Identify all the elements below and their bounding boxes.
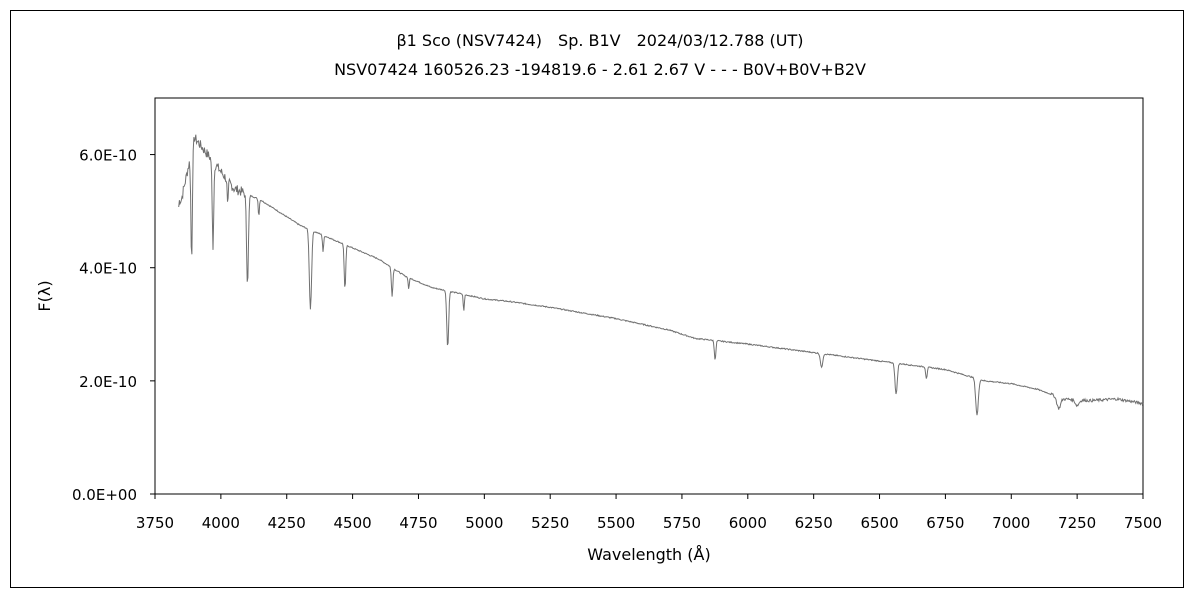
chart-title: β1 Sco (NSV7424) Sp. B1V 2024/03/12.788 … [396,31,804,50]
x-tick-label: 4500 [334,514,372,532]
y-tick-label: 4.0E-10 [79,260,137,278]
x-tick-label: 6750 [926,514,964,532]
x-tick-label: 5750 [663,514,701,532]
y-tick-label: 2.0E-10 [79,373,137,391]
x-tick-label: 4750 [399,514,437,532]
x-tick-label: 6250 [795,514,833,532]
chart-frame [10,10,1184,588]
x-tick-label: 4000 [202,514,240,532]
x-tick-label: 4250 [268,514,306,532]
y-tick-label: 0.0E+00 [72,486,137,504]
y-axis-label: F(λ) [35,280,54,311]
chart-subtitle: NSV07424 160526.23 -194819.6 - 2.61 2.67… [334,60,866,79]
x-tick-label: 5000 [465,514,503,532]
x-tick-label: 5250 [531,514,569,532]
x-tick-label: 6000 [729,514,767,532]
x-tick-label: 5500 [597,514,635,532]
x-axis-label: Wavelength (Å) [587,545,710,564]
y-tick-label: 6.0E-10 [79,147,137,165]
y-axis: 0.0E+00 2.0E-10 4.0E-10 6.0E-10 [72,147,155,504]
plot-area [154,97,1144,495]
x-axis: 3750 4000 4250 4500 4750 5000 5250 5500 5750 6000… [136,494,1162,532]
x-tick-label: 7000 [992,514,1030,532]
x-tick-label: 7250 [1058,514,1096,532]
spectrum-series [178,134,1144,416]
x-tick-label: 3750 [136,514,174,532]
x-tick-label: 7500 [1124,514,1162,532]
x-tick-label: 6500 [860,514,898,532]
